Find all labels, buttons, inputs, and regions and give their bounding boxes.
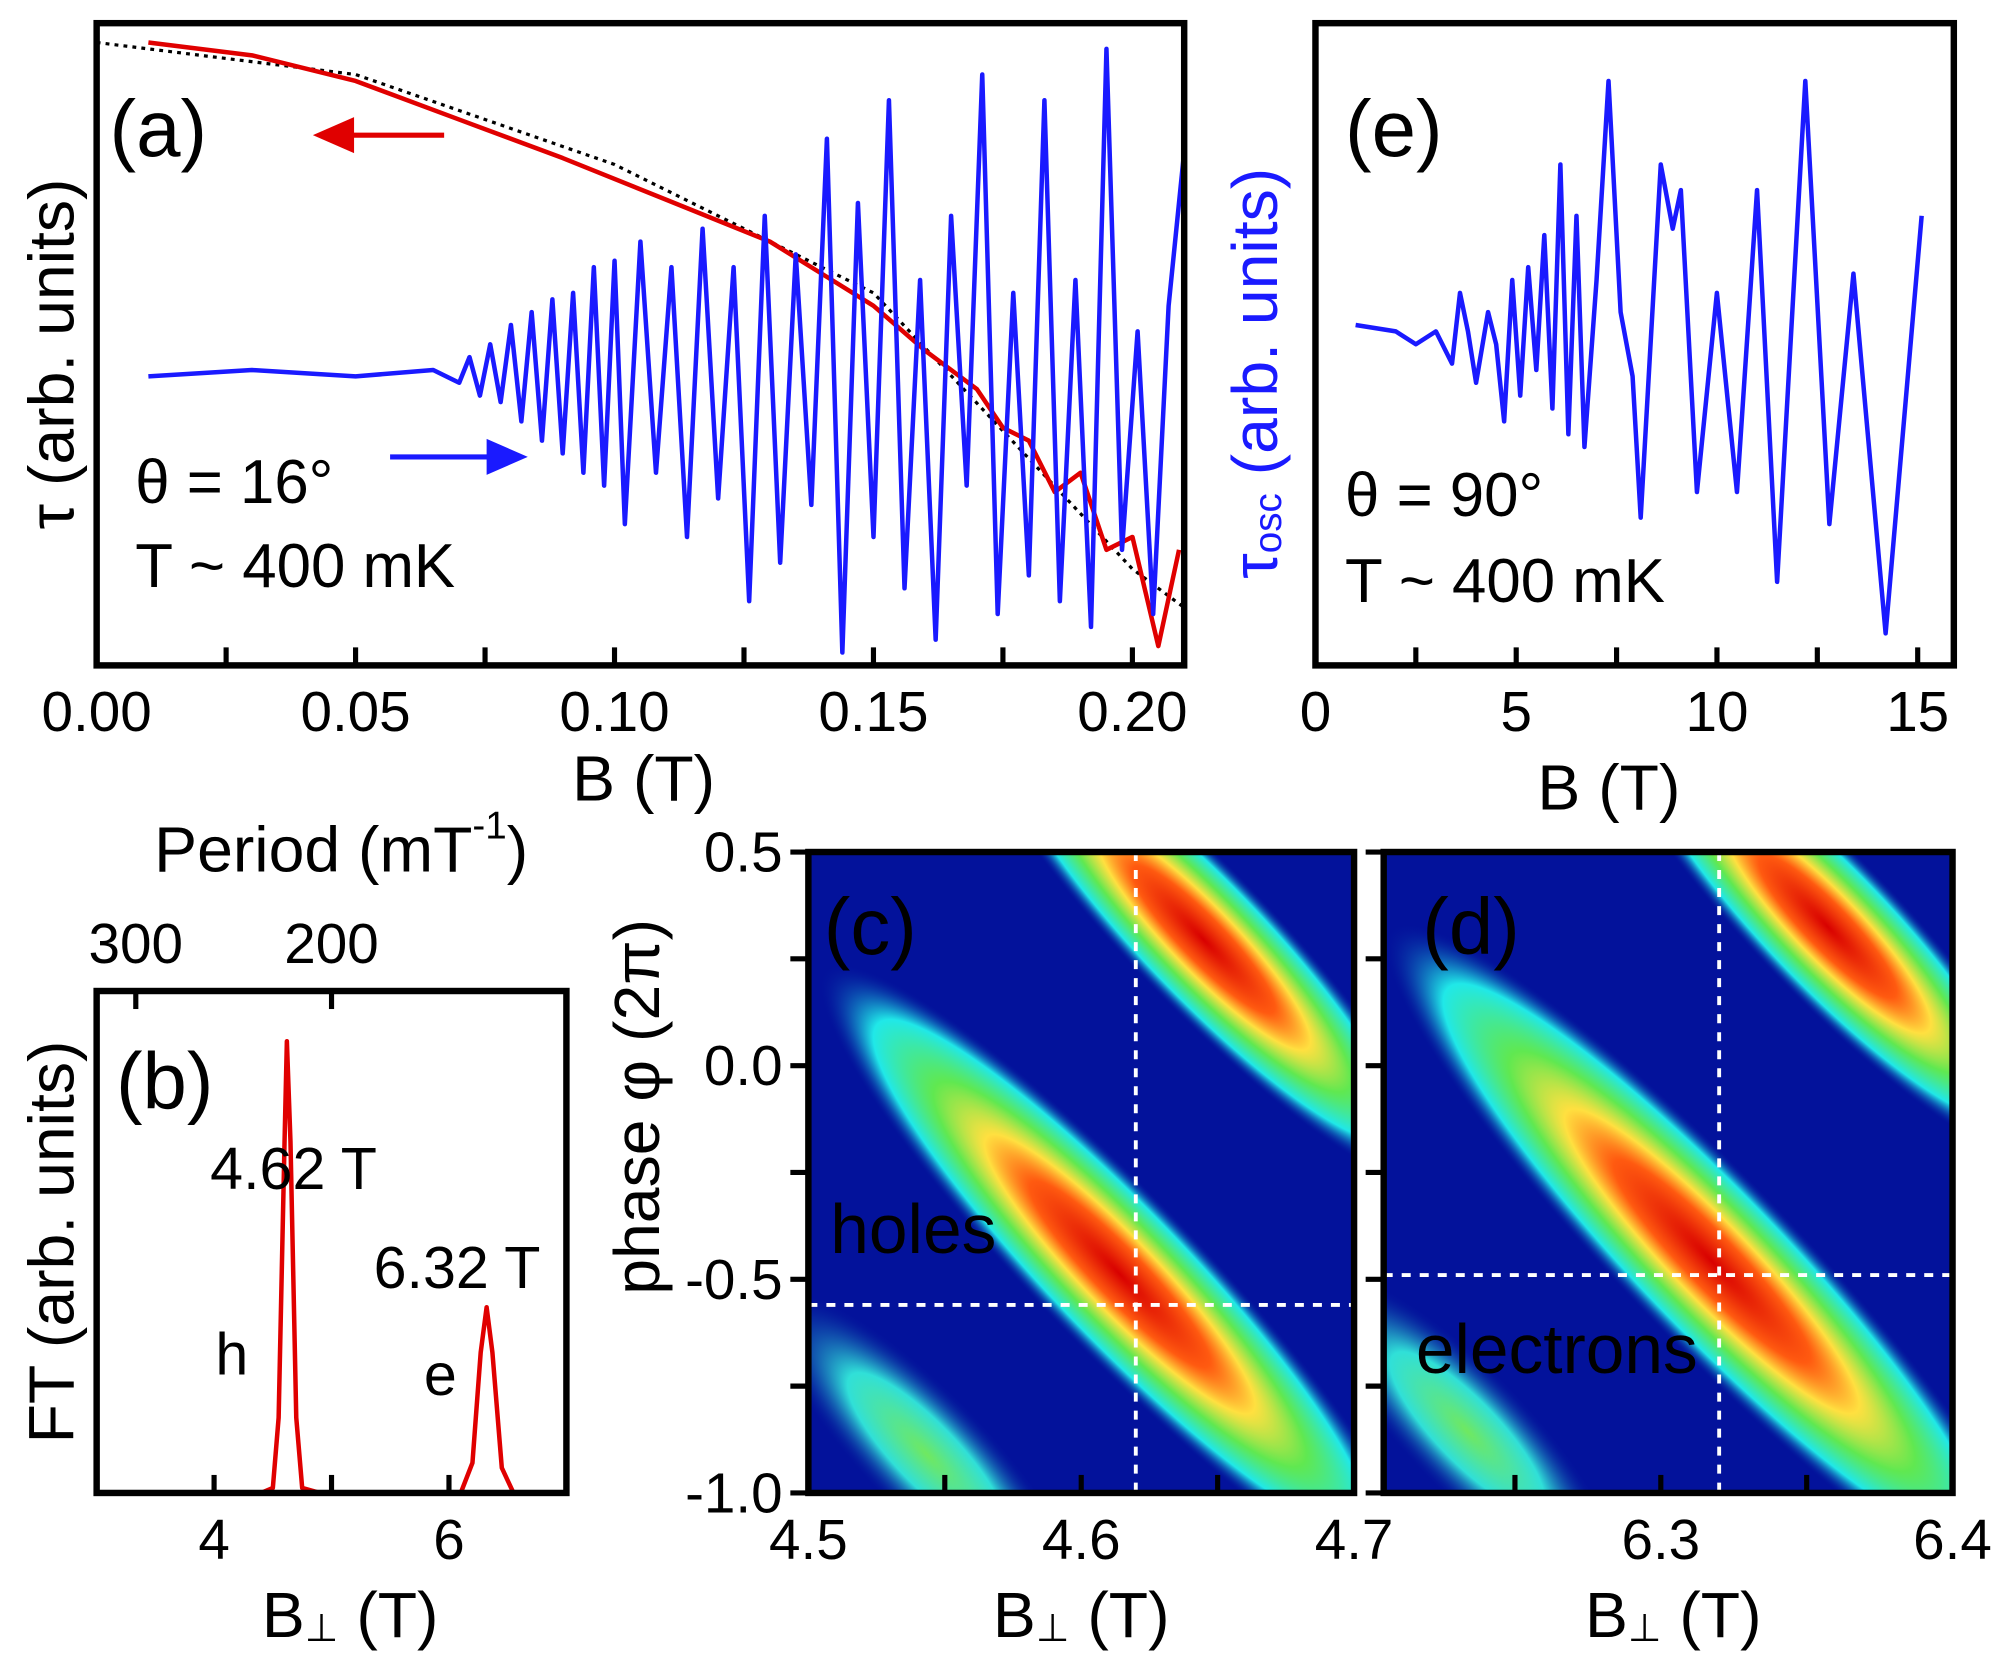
annotation: θ = 90° xyxy=(1345,461,1543,530)
y-tick-label: -1.0 xyxy=(685,1461,783,1524)
label-part: B xyxy=(993,1579,1036,1651)
axis-label: FT (arb. units) xyxy=(16,1041,88,1444)
axis-label: B (T) xyxy=(1537,752,1680,824)
annotation: h xyxy=(215,1320,248,1387)
label-part: (T) xyxy=(1662,1579,1762,1651)
annotation: e xyxy=(424,1341,457,1408)
x2-tick-label: 200 xyxy=(284,912,378,975)
axis-label: Period (mT-1) xyxy=(154,805,528,886)
heatmap-band xyxy=(819,963,1355,1493)
y-tick-label: 0.5 xyxy=(704,821,783,884)
heatmap-band xyxy=(1383,1272,1622,1493)
heatmap-band xyxy=(965,852,1355,1186)
axis-label: B⊥ (T) xyxy=(262,1579,439,1651)
x-tick-label: 5 xyxy=(1500,680,1531,743)
heatmap xyxy=(1383,852,1953,1493)
annotation: T ~ 400 mK xyxy=(1345,547,1665,616)
label-part: (arb. units) xyxy=(1219,168,1291,493)
label-part: B xyxy=(1585,1579,1628,1651)
axis-label: phase φ (2π) xyxy=(601,919,673,1295)
label-part: ⊥ xyxy=(1628,1607,1662,1650)
plot-frame xyxy=(1312,19,1958,669)
heatmap-band xyxy=(1598,852,1953,1164)
x-tick-label: 0.10 xyxy=(559,680,669,743)
annotation: (b) xyxy=(116,1037,214,1126)
axis-label: B⊥ (T) xyxy=(1585,1579,1762,1651)
annotation: θ = 16° xyxy=(135,448,333,517)
y-tick-label: -0.5 xyxy=(685,1248,783,1311)
series-line xyxy=(148,46,1187,655)
heatmap xyxy=(808,852,1355,1493)
arrow-head xyxy=(486,438,528,475)
axis-label: τosc (arb. units) xyxy=(1219,168,1291,579)
x-tick-label: 0 xyxy=(1300,680,1331,743)
x-tick-label: 4 xyxy=(198,1508,229,1571)
x-tick-label: 0.05 xyxy=(300,680,410,743)
arrow-head xyxy=(312,117,355,154)
x-tick-label: 4.7 xyxy=(1315,1508,1394,1571)
label-part: -1 xyxy=(472,805,506,848)
x2-tick-label: 300 xyxy=(89,912,183,975)
label-part: Period (mT xyxy=(154,813,472,885)
annotation: (e) xyxy=(1345,84,1443,173)
label-part: ) xyxy=(507,813,528,885)
label-part: osc xyxy=(1247,493,1290,553)
annotation: (d) xyxy=(1422,882,1520,971)
label-part: τ xyxy=(1219,553,1291,578)
annotation: holes xyxy=(830,1190,996,1268)
annotation: 6.32 T xyxy=(374,1234,541,1301)
plot-frame xyxy=(93,19,1188,669)
annotation: T ~ 400 mK xyxy=(135,532,455,601)
heatmap-band xyxy=(1384,922,1953,1493)
annotation: (a) xyxy=(110,84,208,173)
series-line xyxy=(1355,78,1924,636)
label-part: ⊥ xyxy=(1036,1607,1070,1650)
label-part: ⊥ xyxy=(305,1607,339,1650)
x-tick-label: 4.5 xyxy=(769,1508,848,1571)
x-tick-label: 10 xyxy=(1685,680,1748,743)
annotation: (c) xyxy=(824,882,917,971)
x-tick-label: 0.15 xyxy=(818,680,928,743)
annotation: 4.62 T xyxy=(210,1135,377,1202)
series-line xyxy=(96,40,1186,609)
annotation: electrons xyxy=(1416,1310,1698,1388)
label-part: (T) xyxy=(1069,1579,1169,1651)
axis-label: B (T) xyxy=(572,743,715,815)
heatmap-band xyxy=(808,1291,1086,1493)
label-part: (T) xyxy=(338,1579,438,1651)
axis-label: τ (arb. units) xyxy=(16,179,88,530)
x-tick-label: 0.00 xyxy=(42,680,152,743)
x-tick-label: 0.20 xyxy=(1077,680,1187,743)
x-tick-label: 6.4 xyxy=(1913,1508,1992,1571)
x-tick-label: 6.3 xyxy=(1621,1508,1700,1571)
axis-label: B⊥ (T) xyxy=(993,1579,1170,1651)
x-tick-label: 15 xyxy=(1886,680,1949,743)
label-part: B xyxy=(262,1579,305,1651)
x-tick-label: 6 xyxy=(433,1508,464,1571)
y-tick-label: 0.0 xyxy=(704,1034,783,1097)
x-tick-label: 4.6 xyxy=(1042,1508,1121,1571)
